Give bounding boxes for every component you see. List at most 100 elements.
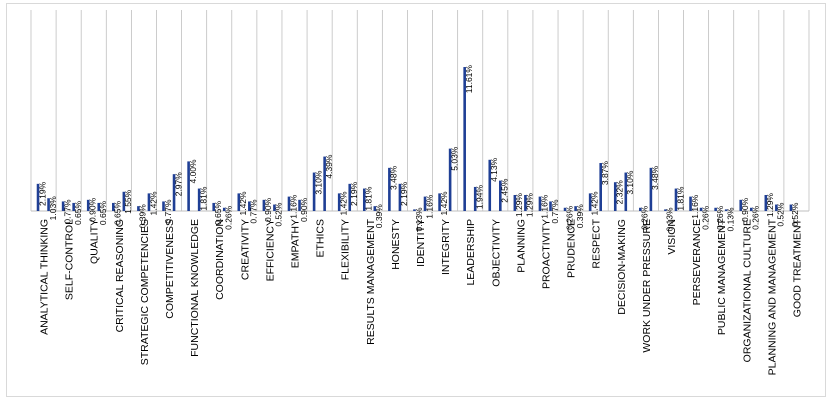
bar [287, 196, 291, 211]
data-label: 1.03% [48, 196, 58, 221]
category-label: PUBLIC MANAGEMENT [716, 218, 728, 335]
data-label: 0.52% [790, 202, 800, 227]
bar [789, 204, 793, 211]
bar [373, 206, 377, 211]
data-label: 1.81% [364, 186, 374, 211]
data-label: 2.97% [173, 172, 183, 197]
bar [639, 207, 642, 211]
bar [273, 204, 276, 211]
data-label: 0.90% [740, 197, 750, 222]
category-label: FUNCTIONAL KNOWLEDGE [189, 219, 201, 357]
chart-frame: 2.19% 1.03% ANALYTICAL THINKING 0.77% 0.65% S… [6, 3, 826, 397]
category-label: COORDINATION [214, 219, 226, 300]
data-label: 0.26% [640, 205, 650, 230]
bar [549, 201, 552, 211]
bar [248, 201, 251, 211]
data-label: 5.03% [449, 146, 459, 171]
category-label: RESULTS MANAGEMENT [365, 218, 377, 344]
bar [599, 163, 602, 211]
data-label: 0.77% [249, 199, 259, 224]
bar [649, 167, 653, 211]
bar [337, 193, 341, 211]
data-label: 0.52% [274, 202, 284, 227]
data-label: 0.13% [665, 207, 675, 232]
data-label: 1.16% [690, 194, 700, 219]
data-label: 0.65% [113, 201, 123, 226]
data-label: 0.90% [88, 197, 98, 222]
category-label: IDENTITY [415, 219, 427, 267]
bar [588, 193, 592, 211]
bar [724, 209, 728, 211]
bar [524, 195, 527, 211]
data-label: 0.65% [73, 201, 83, 226]
bar [499, 180, 502, 211]
category-label: STRATEGIC COMPETENCIES [139, 219, 151, 365]
bar [97, 202, 101, 211]
category-label: HONESTY [390, 219, 402, 270]
data-label: 0.13% [414, 207, 424, 232]
category-label: OBJECTIVITY [490, 219, 502, 287]
category-label: WORK UNDER PRESSURE [641, 219, 653, 353]
bar [262, 199, 266, 211]
bar [86, 199, 90, 211]
bar [222, 207, 226, 211]
data-label: 0.52% [776, 202, 786, 227]
data-label: 1.16% [424, 194, 434, 219]
bar [47, 198, 50, 211]
data-label: 1.16% [288, 194, 298, 219]
bar [323, 156, 326, 211]
data-label: 1.81% [198, 186, 208, 211]
data-label: 11.61% [464, 65, 474, 94]
data-label: 0.39% [138, 204, 148, 229]
category-label: PLANNING [515, 219, 527, 273]
data-label: 0.90% [263, 197, 273, 222]
bar [448, 148, 452, 211]
data-label: 1.16% [539, 194, 549, 219]
category-label: QUALITY [89, 219, 101, 264]
data-label: 1.42% [439, 191, 449, 216]
bar [388, 167, 391, 211]
bar [513, 195, 517, 211]
category-label: ETHICS [315, 219, 327, 258]
data-label: 2.19% [37, 181, 47, 206]
bar [112, 202, 115, 211]
bar [739, 199, 743, 211]
data-label: 3.48% [389, 165, 399, 190]
bar [122, 191, 126, 211]
category-label: EMPATHY [290, 219, 302, 268]
data-label: 4.13% [489, 157, 499, 182]
category-label: GOOD TREATMENT [791, 218, 803, 317]
bar [563, 207, 567, 211]
bar [36, 183, 40, 211]
bar [348, 183, 352, 211]
data-label: 4.39% [324, 154, 334, 179]
bar [574, 206, 577, 211]
bar [61, 201, 65, 211]
bar [463, 67, 466, 211]
bar [413, 209, 416, 211]
bar [362, 188, 366, 211]
bar [624, 172, 628, 211]
data-label: 0.77% [62, 199, 72, 224]
data-label: 0.26% [715, 205, 725, 230]
data-label: 1.42% [238, 191, 248, 216]
bar [147, 193, 151, 211]
category-label: DECISION-MAKING [616, 219, 628, 315]
data-label: 4.00% [188, 159, 198, 184]
category-label: EFFICIENCY [264, 219, 276, 281]
data-label: 0.65% [98, 201, 108, 226]
bar [775, 204, 778, 211]
bar [699, 207, 703, 211]
data-label: 3.87% [600, 161, 610, 186]
category-label: CRITICAL REASONING [114, 219, 126, 332]
data-label: 3.10% [625, 170, 635, 195]
data-label: 0.90% [299, 197, 309, 222]
bar [538, 196, 542, 211]
data-label: 0.39% [374, 204, 384, 229]
category-label: COMPETITIVENESS [164, 219, 176, 319]
bar [137, 206, 140, 211]
bar [488, 159, 492, 211]
bar [473, 186, 477, 211]
bar [197, 188, 201, 211]
data-label: 0.77% [163, 199, 173, 224]
